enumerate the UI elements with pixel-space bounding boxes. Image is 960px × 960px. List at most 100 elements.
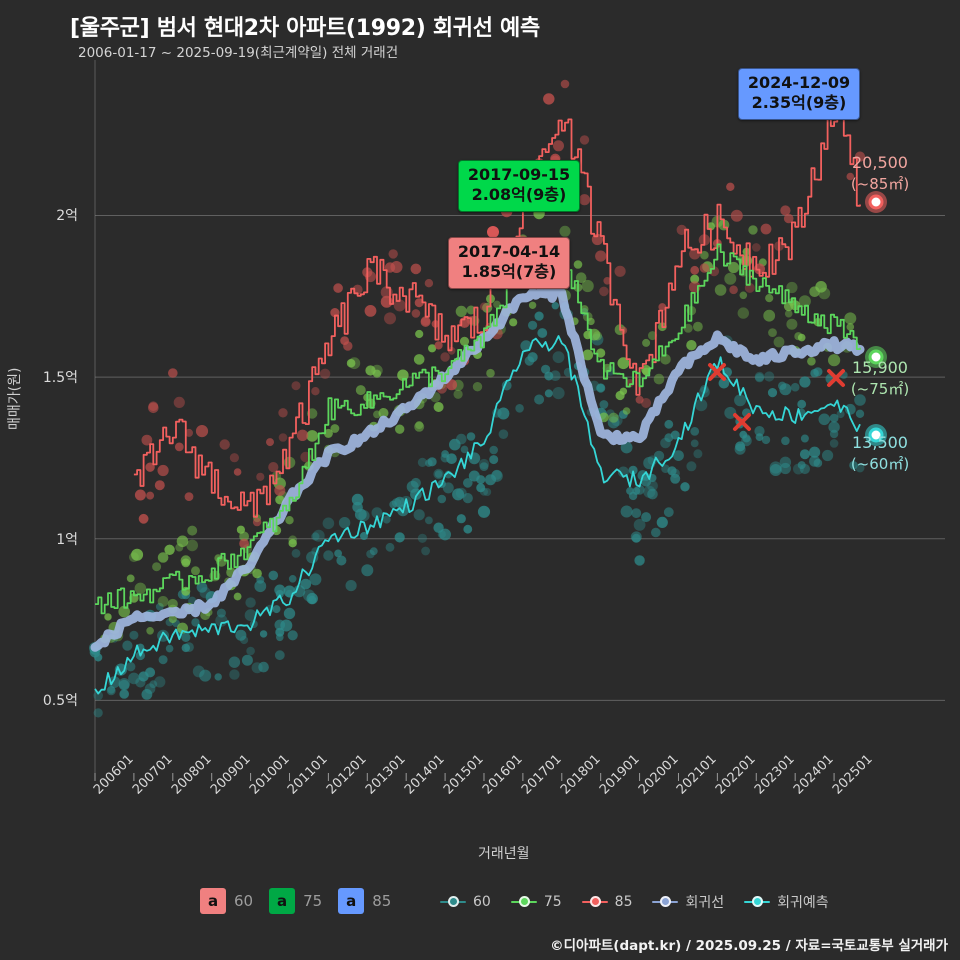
scatter-point bbox=[489, 455, 499, 465]
scatter-point bbox=[154, 676, 166, 688]
scatter-point bbox=[670, 430, 680, 440]
scatter-point bbox=[441, 450, 449, 458]
scatter-point bbox=[575, 272, 587, 284]
scatter-point bbox=[157, 464, 169, 477]
scatter-point bbox=[348, 357, 361, 370]
scatter-point bbox=[726, 182, 735, 192]
scatter-point bbox=[477, 505, 491, 518]
legend-item-회귀예측[interactable]: 회귀예측 bbox=[744, 892, 829, 912]
scatter-point bbox=[455, 487, 467, 499]
scatter-point bbox=[122, 640, 133, 651]
scatter-point bbox=[425, 459, 433, 467]
scatter-point bbox=[186, 539, 198, 552]
legend-item-60[interactable]: 60 bbox=[440, 894, 491, 910]
scatter-point bbox=[330, 424, 340, 433]
legend-badge-60[interactable]: a bbox=[200, 888, 226, 914]
scatter-point bbox=[754, 373, 765, 383]
scatter-point bbox=[764, 371, 775, 382]
scatter-point bbox=[385, 542, 395, 552]
scatter-point bbox=[184, 492, 194, 501]
scatter-point bbox=[779, 456, 792, 468]
scatter-point bbox=[141, 434, 153, 446]
scatter-point bbox=[372, 369, 382, 378]
scatter-point bbox=[240, 635, 249, 645]
scatter-point bbox=[633, 519, 646, 531]
scatter-point bbox=[442, 482, 454, 494]
scatter-point bbox=[233, 468, 242, 476]
scatter-point bbox=[278, 433, 288, 442]
scatter-point bbox=[434, 341, 443, 350]
legend-marker-icon bbox=[440, 895, 466, 909]
y-tick-label: 0.5억 bbox=[42, 693, 78, 710]
end-label-unit: (~85㎡) bbox=[850, 174, 910, 193]
legend-marker-icon bbox=[510, 895, 537, 909]
scatter-point bbox=[727, 261, 740, 274]
legend-label: 회귀선 bbox=[685, 895, 725, 911]
scatter-point bbox=[287, 630, 298, 641]
scatter-point bbox=[157, 596, 169, 607]
scatter-point bbox=[534, 311, 544, 321]
legend-label: 회귀예측 bbox=[777, 895, 829, 911]
scatter-point bbox=[773, 336, 785, 348]
scatter-point bbox=[650, 527, 661, 538]
legend-badge-75[interactable]: a bbox=[269, 888, 296, 914]
x-axis-title: 거래년월 bbox=[478, 846, 530, 862]
scatter-point bbox=[799, 449, 810, 460]
scatter-point bbox=[254, 580, 267, 593]
scatter-point bbox=[288, 538, 297, 548]
scatter-point bbox=[799, 463, 811, 475]
scatter-point bbox=[291, 381, 301, 391]
scatter-point bbox=[552, 387, 565, 400]
scatter-point bbox=[176, 535, 189, 548]
legend-item-85[interactable]: 85 bbox=[581, 894, 632, 910]
scatter-point bbox=[498, 429, 509, 440]
scatter-point bbox=[274, 584, 286, 596]
legend-label: 75 bbox=[543, 894, 562, 910]
scatter-point bbox=[125, 661, 136, 672]
scatter-point bbox=[285, 515, 294, 525]
scatter-point bbox=[849, 460, 858, 470]
scatter-point bbox=[311, 387, 320, 396]
legend-item-75[interactable]: 75 bbox=[510, 894, 562, 910]
scatter-point bbox=[168, 368, 178, 378]
scatter-point bbox=[827, 354, 841, 367]
scatter-point bbox=[93, 690, 103, 701]
scatter-point bbox=[336, 555, 347, 566]
scatter-point bbox=[302, 589, 315, 602]
scatter-point bbox=[233, 592, 242, 601]
scatter-point bbox=[768, 328, 777, 337]
scatter-point bbox=[686, 461, 697, 472]
scatter-point bbox=[340, 336, 349, 345]
scatter-point bbox=[296, 429, 309, 441]
legend-item-회귀선[interactable]: 회귀선 bbox=[652, 892, 724, 912]
scatter-point bbox=[781, 436, 790, 446]
scatter-point bbox=[663, 507, 674, 518]
scatter-point bbox=[157, 552, 169, 563]
scatter-point bbox=[700, 250, 709, 260]
scatter-point bbox=[765, 294, 774, 303]
scatter-point bbox=[472, 382, 483, 392]
annotation-callout-peak-75[interactable]: 2017-09-15 2.08억(9층) bbox=[458, 160, 580, 212]
scatter-point bbox=[322, 517, 335, 530]
scatter-point bbox=[413, 509, 425, 521]
scatter-point bbox=[489, 445, 499, 455]
scatter-point bbox=[415, 420, 424, 429]
scatter-point bbox=[462, 493, 473, 504]
scatter-point bbox=[415, 329, 424, 339]
scatter-point bbox=[410, 263, 422, 275]
scatter-point bbox=[479, 462, 489, 471]
scatter-point bbox=[291, 549, 301, 558]
scatter-point bbox=[578, 194, 591, 206]
scatter-point bbox=[818, 413, 831, 426]
scatter-point bbox=[579, 135, 590, 145]
scatter-point bbox=[246, 646, 255, 656]
annotation-callout-peak-85[interactable]: 2024-12-09 2.35억(9층) bbox=[738, 68, 860, 120]
scatter-point bbox=[345, 579, 357, 592]
scatter-point bbox=[642, 338, 651, 347]
annotation-callout-peak-60[interactable]: 2017-04-14 1.85억(7층) bbox=[448, 237, 570, 289]
forecast-line bbox=[94, 335, 861, 695]
scatter-point bbox=[460, 445, 469, 454]
scatter-point bbox=[647, 480, 658, 492]
scatter-point bbox=[134, 582, 147, 595]
legend-badge-85[interactable]: a bbox=[338, 888, 365, 914]
